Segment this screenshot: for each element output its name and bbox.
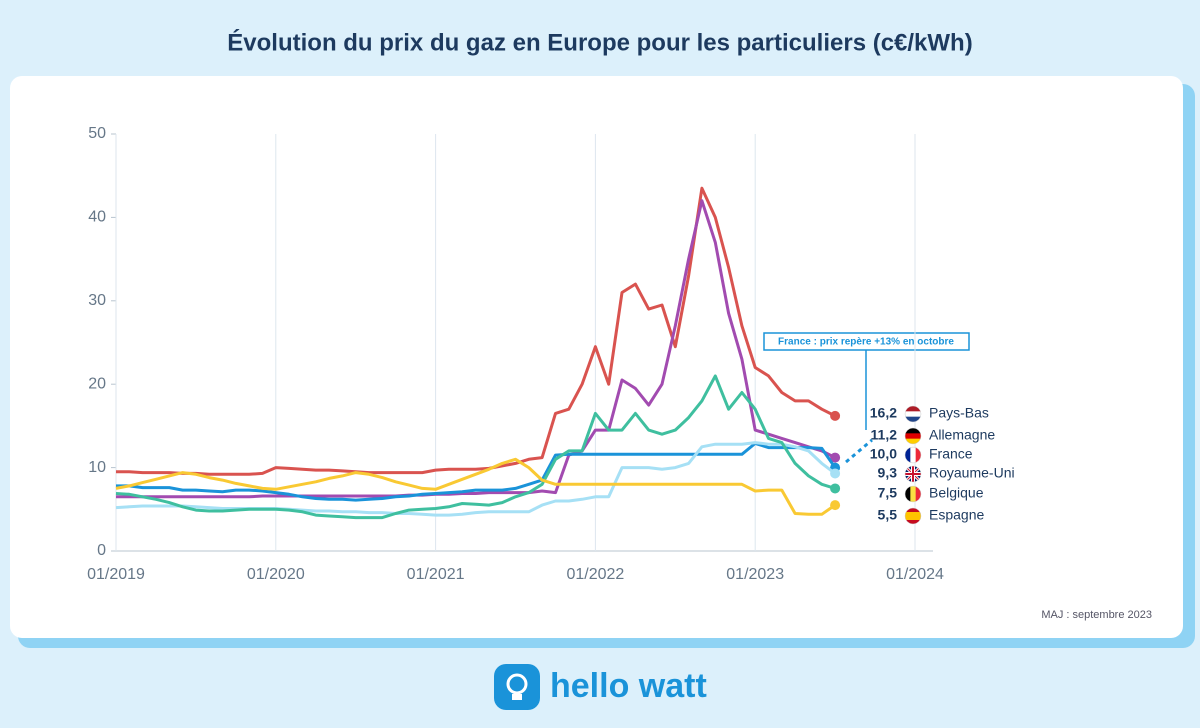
legend-label: Allemagne <box>929 427 995 443</box>
brand: hello watt <box>550 667 707 705</box>
series-line <box>115 374 836 520</box>
legend-label: Pays-Bas <box>929 405 989 421</box>
y-tick-label: 20 <box>88 375 106 392</box>
legend-label: Espagne <box>929 507 984 523</box>
y-tick-label: 10 <box>88 459 106 476</box>
legend-label: Royaume-Uni <box>929 465 1015 481</box>
legend-value: 7,5 <box>878 485 898 501</box>
logo-bulb <box>506 673 528 695</box>
flag-stripe <box>905 406 921 412</box>
flag-ring <box>904 405 922 423</box>
card <box>10 76 1183 638</box>
x-tick-label: 01/2019 <box>87 566 145 583</box>
series-line <box>115 441 837 517</box>
chart-title: Évolution du prix du gaz en Europe pour … <box>227 28 972 56</box>
legend-flag <box>905 428 921 444</box>
flag-ring <box>904 507 922 525</box>
end-point <box>830 452 841 463</box>
flag-stripe <box>910 486 916 502</box>
x-tick-label: 01/2024 <box>886 566 944 583</box>
flag-stripe <box>905 411 921 417</box>
update-note: MAJ : septembre 2023 <box>1041 609 1152 621</box>
y-tick-label: 40 <box>88 209 106 226</box>
end-point <box>830 410 841 421</box>
x-tick-label: 01/2021 <box>407 566 465 583</box>
series-line <box>116 186 836 476</box>
legend-flag <box>905 447 921 463</box>
legend-value: 5,5 <box>878 507 898 523</box>
legend-flag <box>905 508 921 524</box>
flag-stripe <box>915 447 921 463</box>
flag-stripe <box>905 433 921 439</box>
flag-ring <box>904 485 922 503</box>
legend-value: 11,2 <box>871 427 898 443</box>
legend-flag <box>905 406 921 422</box>
x-tick-label: 01/2020 <box>247 566 305 583</box>
legend-value: 9,3 <box>878 465 898 481</box>
end-point <box>830 483 841 494</box>
legend-value: 10,0 <box>870 446 897 462</box>
legend-value: 16,2 <box>870 405 897 421</box>
flag-ring <box>904 427 922 445</box>
end-point <box>830 500 841 511</box>
y-tick-label: 50 <box>88 125 106 142</box>
flag-stripe <box>905 447 911 463</box>
flag-stripe <box>905 416 921 422</box>
flag-ring <box>904 446 922 464</box>
y-tick-label: 30 <box>88 292 106 309</box>
flag-stripe <box>905 486 911 502</box>
legend-label: Belgique <box>929 485 984 501</box>
legend-flag <box>905 466 921 482</box>
flag-stripe <box>905 512 921 520</box>
x-tick-label: 01/2023 <box>726 566 784 583</box>
end-point <box>830 468 841 479</box>
logo-icon <box>494 664 540 710</box>
annotation: France : prix repère +13% en octobre <box>778 337 954 348</box>
flag-stripe <box>910 447 916 463</box>
y-tick-label: 0 <box>97 542 106 559</box>
flag-stripe <box>905 428 921 434</box>
legend-label: France <box>929 446 973 462</box>
series-line <box>116 199 836 499</box>
annotation-dash <box>845 438 873 464</box>
flag-stripe <box>905 438 921 444</box>
flag-stripe <box>915 486 921 502</box>
x-tick-label: 01/2022 <box>566 566 624 583</box>
flag-cross <box>905 466 921 482</box>
legend-flag <box>905 486 921 502</box>
flag-ring <box>904 465 922 483</box>
logo-bulb-base <box>512 694 522 700</box>
series-line <box>115 457 836 516</box>
series-line <box>116 441 837 502</box>
